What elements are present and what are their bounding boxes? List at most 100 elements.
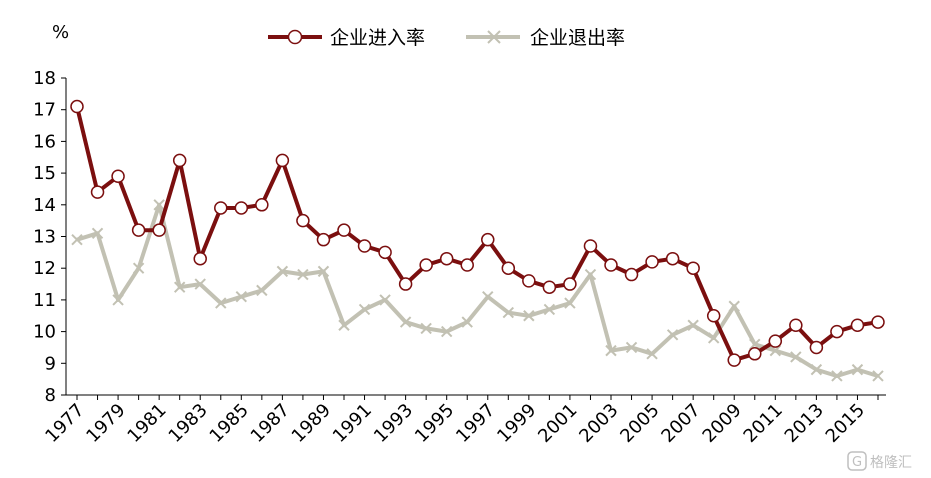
x-tick-label: 2011 [740,400,787,447]
data-point-exit-rate [687,319,699,331]
data-point-entry-rate [214,201,228,215]
data-point-exit-rate [707,332,720,344]
x-tick-label: 2015 [822,400,869,447]
y-tick-label: 16 [33,131,56,152]
series-layer [70,99,885,382]
data-point-entry-rate [172,153,187,168]
x-tick-group: 1977197919811983198519871989199119931995… [41,395,879,447]
data-point-entry-rate [316,232,331,247]
y-tick-label: 9 [45,353,56,374]
data-point-entry-rate [460,258,474,272]
watermark: G 格隆汇 [847,451,912,471]
data-point-exit-rate [666,329,679,341]
data-point-entry-rate [111,169,125,184]
data-point-exit-rate [543,303,556,316]
x-tick-label: 2007 [657,400,704,447]
data-point-entry-rate [686,261,700,275]
data-point-entry-rate [748,347,762,361]
data-point-entry-rate [604,258,618,272]
data-point-entry-rate [624,267,639,282]
data-point-entry-rate [830,324,844,339]
data-point-exit-rate [564,297,576,309]
y-tick-label: 8 [45,385,56,406]
data-point-exit-rate [502,306,515,319]
data-point-exit-rate [173,281,186,293]
data-point-entry-rate [583,239,598,253]
data-point-entry-rate [522,274,536,288]
data-point-exit-rate [71,233,83,246]
g-logo-icon [847,451,867,471]
x-tick-label: 1981 [123,400,170,447]
watermark-text: 格隆汇 [870,455,912,471]
x-tick-label: 1983 [165,400,212,447]
data-point-entry-rate [850,318,865,333]
y-tick-label: 11 [33,290,56,311]
x-tick-label: 2003 [575,400,622,447]
y-tick-group: 8 9 10 11 12 13 14 15 16 17 18 [33,68,66,406]
data-point-exit-rate [831,370,843,382]
data-point-entry-rate [398,277,413,291]
y-tick-label: 15 [33,163,56,184]
data-point-exit-rate [728,300,740,312]
data-point-entry-rate [152,223,166,237]
data-point-exit-rate [523,310,535,322]
y-tick-label: 13 [33,227,56,248]
legend-label-exit: 企业退出率 [530,27,625,49]
data-point-exit-rate [440,325,453,338]
data-point-exit-rate [256,284,268,297]
y-tick-label: 10 [33,322,56,343]
data-point-entry-rate [337,223,351,237]
data-point-entry-rate [193,251,207,266]
data-point-exit-rate [338,319,350,331]
data-point-entry-rate [645,255,659,269]
y-tick-label: 14 [33,195,56,216]
data-point-entry-rate [809,340,824,355]
data-point-exit-rate [194,278,206,290]
data-point-exit-rate [132,262,145,274]
data-point-exit-rate [625,341,638,354]
data-point-exit-rate [297,268,309,281]
legend: 企业进入率 企业退出率 [268,27,625,49]
legend-marker-exit [487,30,501,44]
data-point-exit-rate [358,303,371,316]
data-point-exit-rate [749,338,761,350]
x-tick-label: 1977 [41,400,88,447]
data-point-exit-rate [810,363,823,376]
legend-marker-entry [287,29,303,45]
x-tick-label: 1985 [206,400,253,447]
data-point-exit-rate [646,348,658,360]
y-tick-label: 18 [33,68,56,89]
data-point-entry-rate [419,258,433,272]
data-point-exit-rate [790,351,802,363]
data-point-entry-rate [501,261,516,275]
x-tick-label: 2005 [616,400,663,447]
data-point-exit-rate [461,316,473,328]
x-tick-label: 1999 [493,400,540,447]
data-point-exit-rate [482,291,494,303]
data-point-entry-rate [275,153,290,168]
x-tick-label: 1991 [329,400,376,447]
x-tick-label: 2001 [534,400,581,447]
x-tick-label: 1987 [247,400,294,447]
data-point-entry-rate [727,353,741,367]
data-point-entry-rate [542,280,557,294]
series-line-exit-rate [76,202,879,378]
data-point-entry-rate [90,185,105,199]
data-point-exit-rate [112,294,124,306]
x-tick-label: 2009 [699,400,746,447]
data-point-exit-rate [872,370,884,382]
data-point-entry-rate [357,239,372,253]
x-tick-label: 1979 [82,400,129,447]
x-tick-label: 1997 [452,400,499,447]
data-point-entry-rate [131,223,146,237]
data-point-exit-rate [769,344,782,357]
y-tick-label: 17 [33,100,56,121]
data-point-entry-rate [706,309,721,323]
x-tick-label: 1993 [370,400,417,447]
legend-label-entry: 企业进入率 [330,27,425,49]
legend-item-exit-rate: 企业退出率 [466,27,625,49]
data-point-entry-rate [296,213,310,228]
x-tick-label: 1995 [411,400,458,447]
